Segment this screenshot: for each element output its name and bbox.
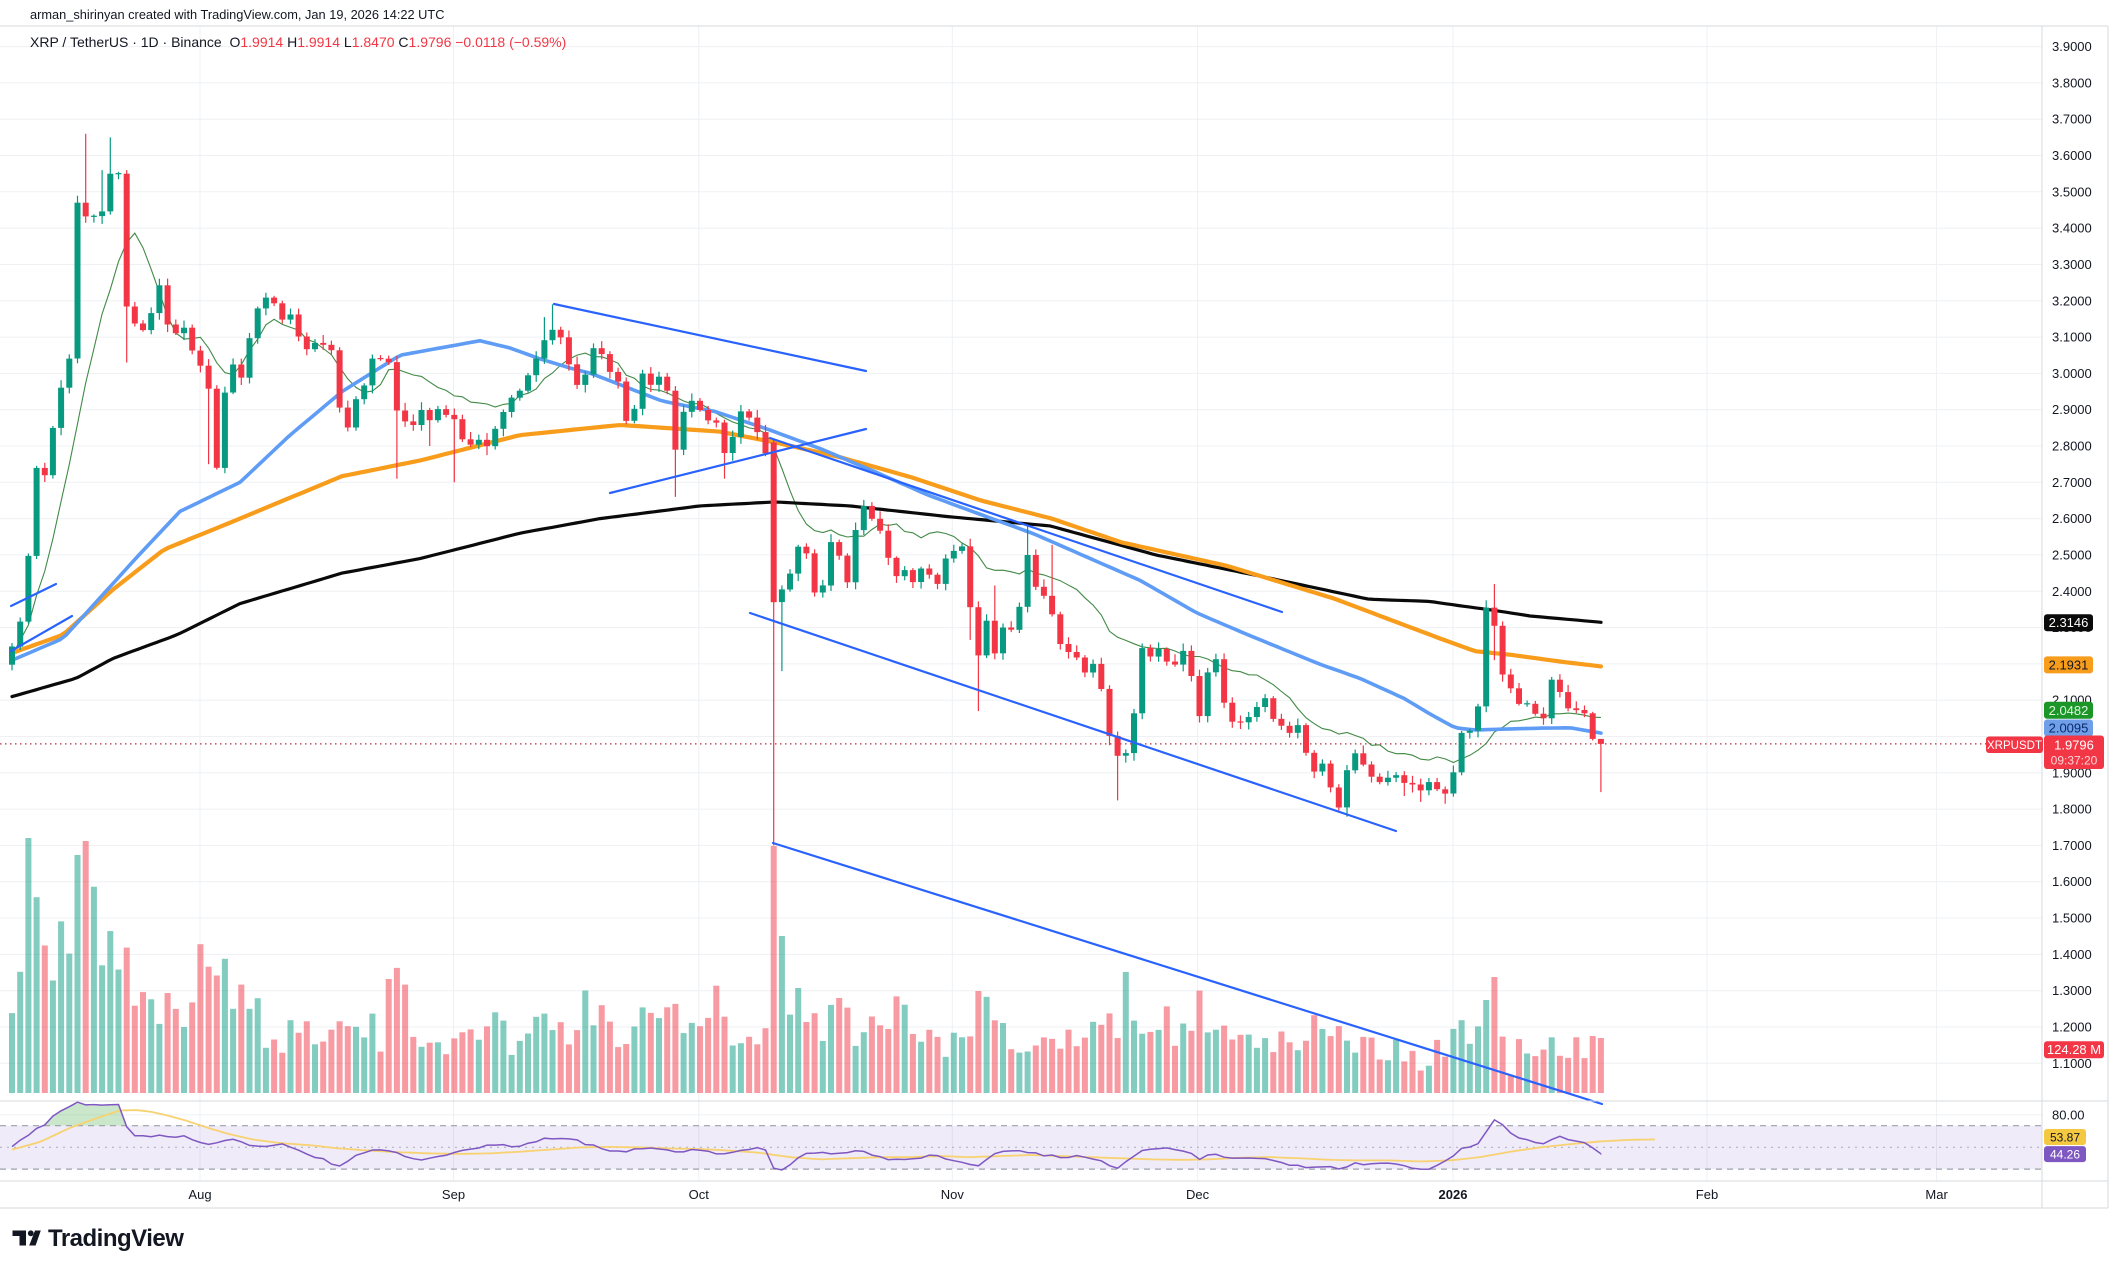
svg-text:3.2000: 3.2000 (2052, 293, 2092, 308)
svg-text:3.9000: 3.9000 (2052, 39, 2092, 54)
svg-text:1.5000: 1.5000 (2052, 911, 2092, 926)
svg-text:1.1000: 1.1000 (2052, 1056, 2092, 1071)
svg-text:2.0095: 2.0095 (2049, 721, 2089, 736)
svg-text:Feb: Feb (1696, 1187, 1718, 1202)
svg-text:2.5000: 2.5000 (2052, 547, 2092, 562)
svg-text:1.3000: 1.3000 (2052, 983, 2092, 998)
svg-text:TradingView: TradingView (48, 1225, 184, 1252)
svg-text:3.3000: 3.3000 (2052, 257, 2092, 272)
svg-text:Mar: Mar (1925, 1187, 1948, 1202)
svg-text:1.9796: 1.9796 (2054, 738, 2094, 753)
svg-text:1.9000: 1.9000 (2052, 765, 2092, 780)
svg-text:1.2000: 1.2000 (2052, 1020, 2092, 1035)
svg-text:2.1931: 2.1931 (2049, 657, 2089, 672)
svg-text:Oct: Oct (689, 1187, 710, 1202)
svg-text:arman_shirinyan created with T: arman_shirinyan created with TradingView… (30, 7, 444, 22)
svg-text:3.7000: 3.7000 (2052, 112, 2092, 127)
svg-text:XRPUSDT: XRPUSDT (1987, 740, 2042, 752)
svg-text:2026: 2026 (1439, 1187, 1468, 1202)
svg-text:80.00: 80.00 (2052, 1107, 2085, 1122)
svg-text:3.0000: 3.0000 (2052, 366, 2092, 381)
svg-text:2.7000: 2.7000 (2052, 475, 2092, 490)
svg-text:Sep: Sep (442, 1187, 465, 1202)
svg-text:2.0482: 2.0482 (2049, 703, 2089, 718)
svg-text:Nov: Nov (941, 1187, 965, 1202)
svg-text:2.6000: 2.6000 (2052, 511, 2092, 526)
svg-text:2.3146: 2.3146 (2049, 615, 2089, 630)
svg-text:1.4000: 1.4000 (2052, 947, 2092, 962)
svg-text:3.1000: 3.1000 (2052, 330, 2092, 345)
svg-text:1.7000: 1.7000 (2052, 838, 2092, 853)
svg-text:1.6000: 1.6000 (2052, 874, 2092, 889)
svg-text:2.9000: 2.9000 (2052, 402, 2092, 417)
svg-text:2.4000: 2.4000 (2052, 584, 2092, 599)
svg-text:1.8000: 1.8000 (2052, 802, 2092, 817)
svg-text:44.26: 44.26 (2050, 1148, 2080, 1162)
svg-text:Dec: Dec (1186, 1187, 1210, 1202)
svg-text:XRP / TetherUS · 1D · Binance: XRP / TetherUS · 1D · Binance O1.9914 H1… (30, 34, 566, 50)
svg-text:3.8000: 3.8000 (2052, 75, 2092, 90)
svg-text:3.4000: 3.4000 (2052, 221, 2092, 236)
svg-text:124.28 M: 124.28 M (2047, 1042, 2101, 1057)
svg-text:Aug: Aug (188, 1187, 211, 1202)
svg-text:3.6000: 3.6000 (2052, 148, 2092, 163)
svg-text:3.5000: 3.5000 (2052, 184, 2092, 199)
svg-text:09:37:20: 09:37:20 (2051, 754, 2098, 768)
svg-text:2.8000: 2.8000 (2052, 439, 2092, 454)
svg-text:53.87: 53.87 (2050, 1131, 2080, 1145)
